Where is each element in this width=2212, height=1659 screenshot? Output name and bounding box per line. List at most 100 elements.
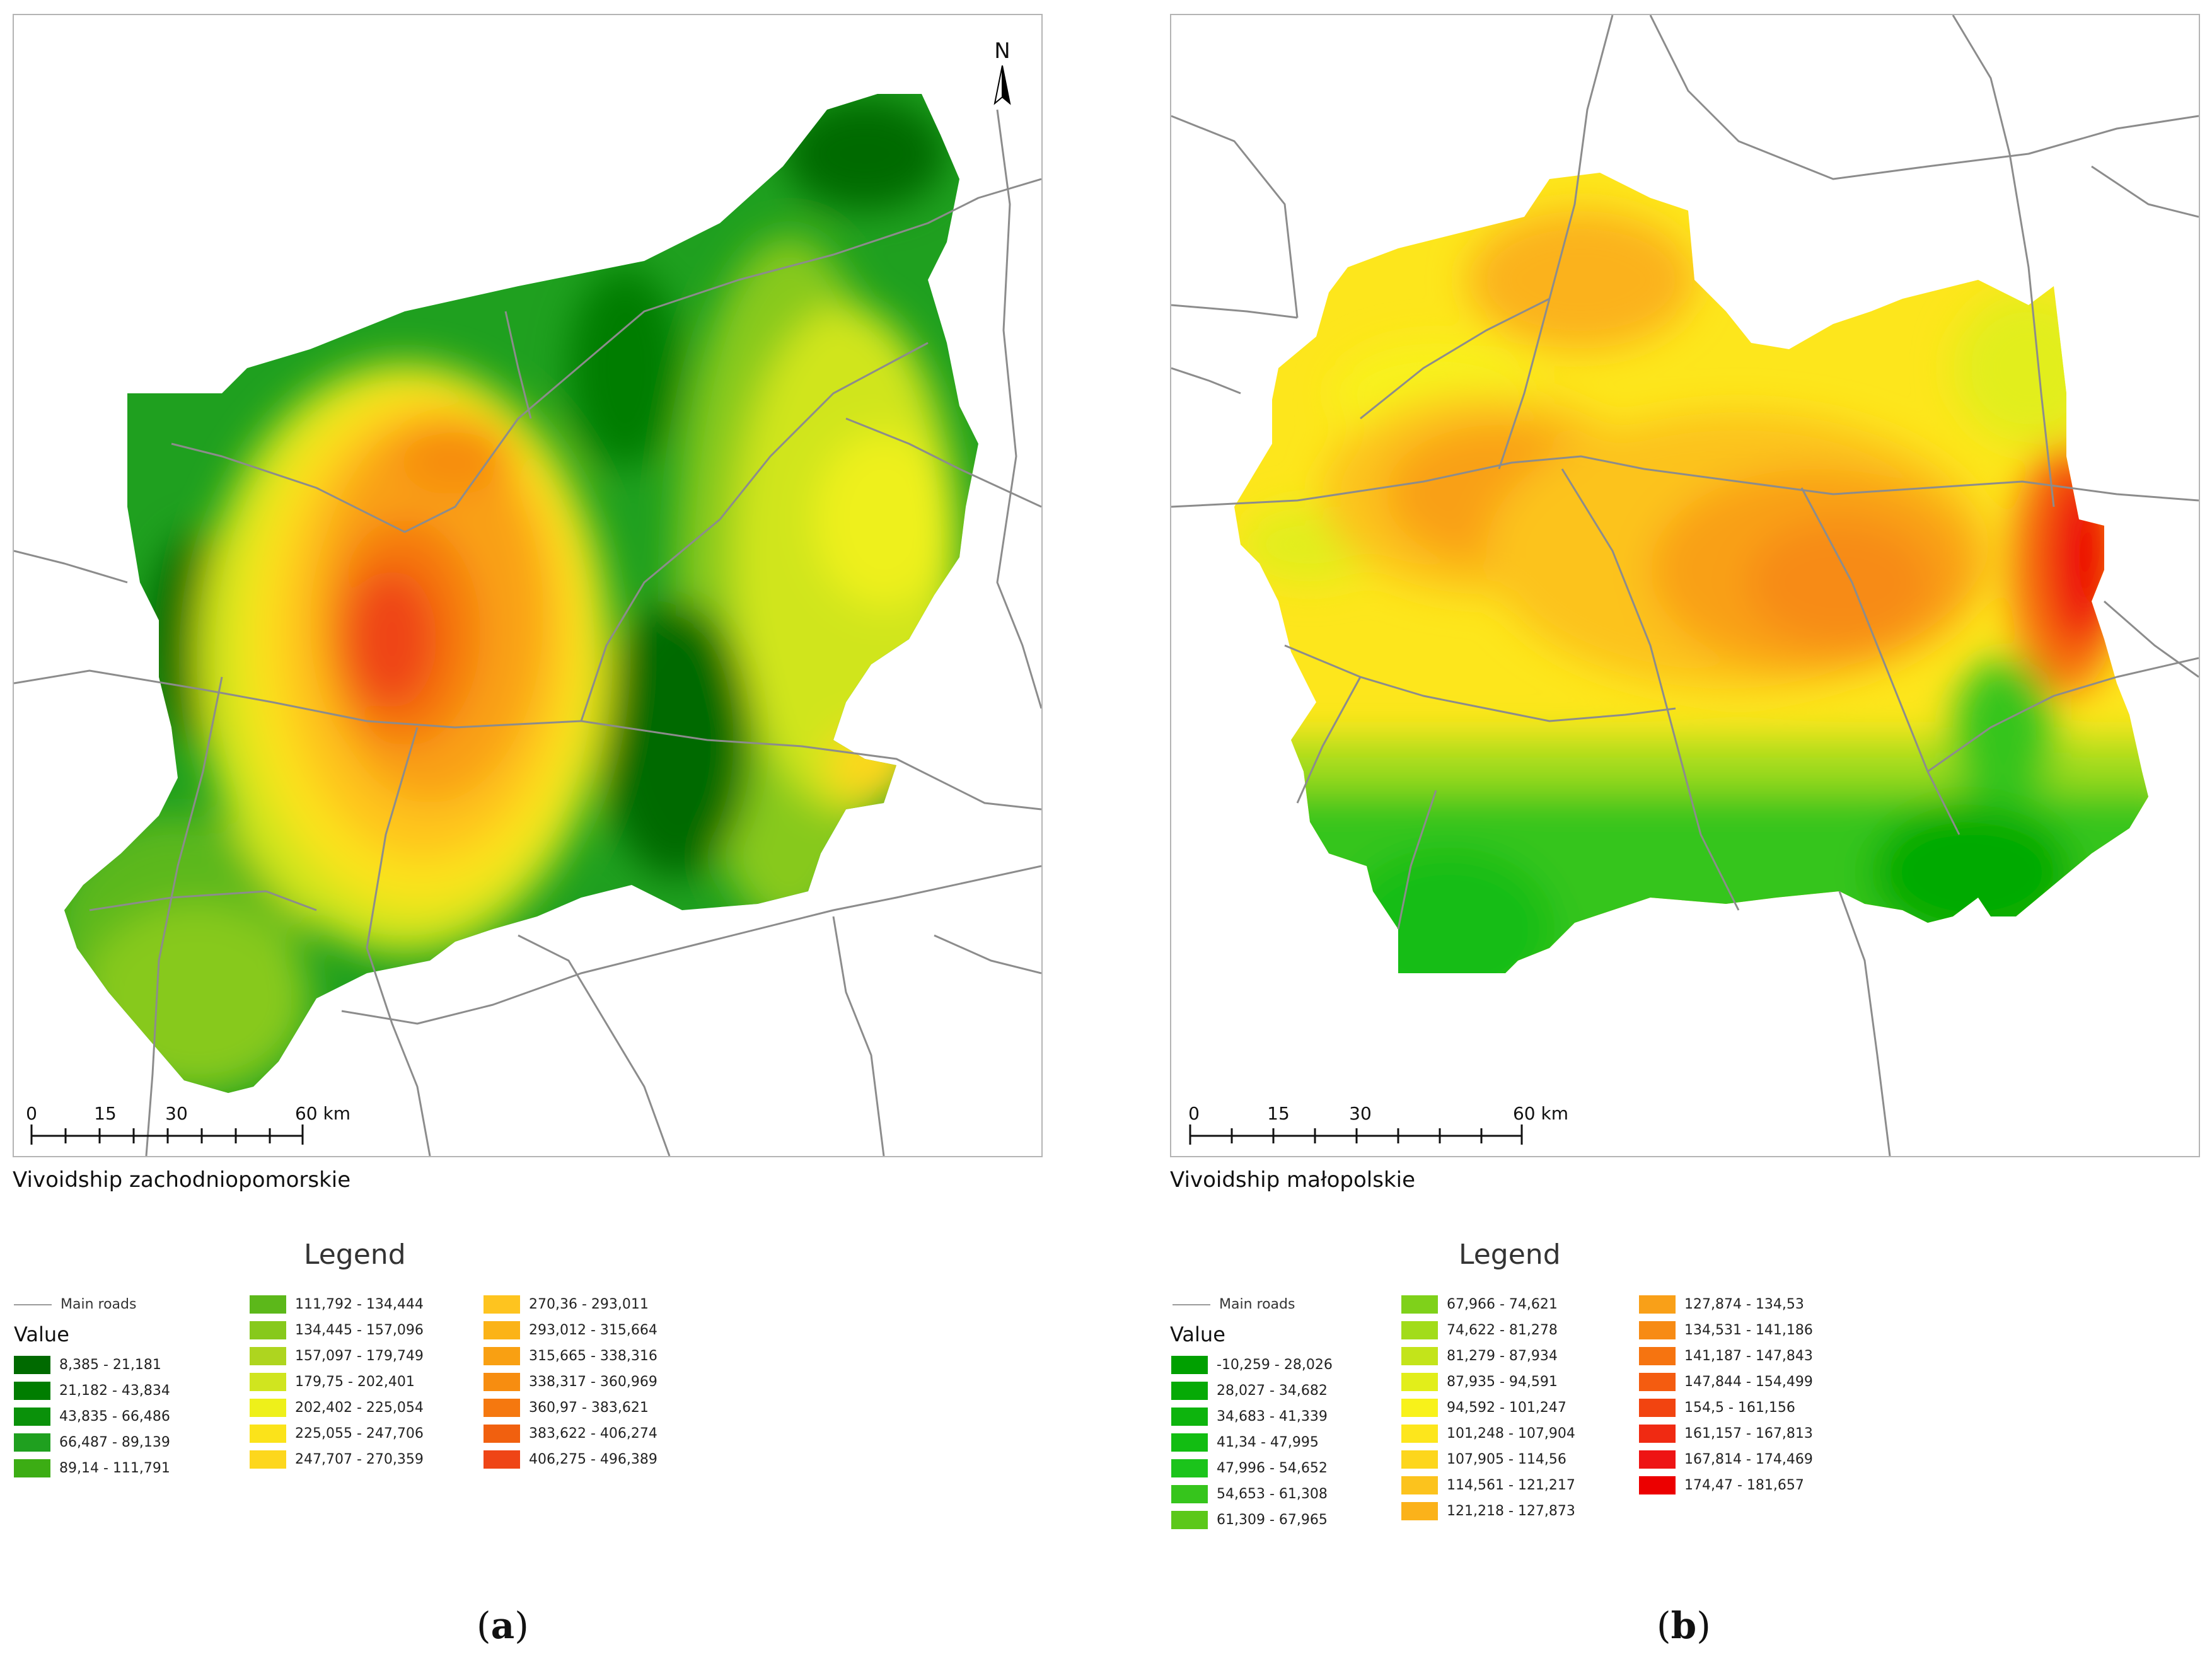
legend-swatch — [1401, 1321, 1438, 1339]
legend-entry: 167,814 - 174,469 — [1639, 1447, 1813, 1472]
main-roads-b — [1171, 15, 2199, 1156]
legend-swatch — [1401, 1450, 1438, 1469]
legend-entry: 61,309 - 67,965 — [1171, 1507, 1333, 1533]
legend-swatch — [1401, 1373, 1438, 1391]
legend-range-label: 154,5 - 161,156 — [1684, 1400, 1795, 1416]
legend-swatch — [14, 1356, 50, 1374]
legend-range-label: 66,487 - 89,139 — [59, 1435, 170, 1450]
legend-swatch — [250, 1450, 286, 1469]
roads-legend-a: Main roads — [14, 1297, 136, 1312]
legend-range-label: 141,187 - 147,843 — [1684, 1348, 1813, 1364]
legend-column-b2: 67,966 - 74,621 74,622 - 81,278 81,279 - 8… — [1401, 1292, 1575, 1524]
legend-swatch — [250, 1373, 286, 1391]
legend-range-label: 43,835 - 66,486 — [59, 1409, 170, 1425]
legend-entry: 141,187 - 147,843 — [1639, 1343, 1813, 1369]
legend-range-label: 8,385 - 21,181 — [59, 1357, 161, 1373]
value-label-b: Value — [1170, 1322, 1225, 1346]
legend-entry: 81,279 - 87,934 — [1401, 1343, 1575, 1369]
north-label: N — [994, 38, 1010, 64]
legend-entry: 94,592 - 101,247 — [1401, 1395, 1575, 1421]
legend-swatch — [250, 1321, 286, 1339]
legend-range-label: 134,445 - 157,096 — [295, 1322, 424, 1338]
legend-range-label: 179,75 - 202,401 — [295, 1374, 415, 1390]
legend-swatch — [1401, 1425, 1438, 1443]
legend-column-b3: 127,874 - 134,53 134,531 - 141,186 141,187… — [1639, 1292, 1813, 1498]
legend-range-label: 41,34 - 47,995 — [1217, 1435, 1319, 1450]
legend-range-label: 28,027 - 34,682 — [1217, 1383, 1328, 1399]
legend-entry: 127,874 - 134,53 — [1639, 1292, 1813, 1317]
legend-entry: 47,996 - 54,652 — [1171, 1455, 1333, 1481]
legend-swatch — [1639, 1476, 1676, 1494]
legend-entry: 134,531 - 141,186 — [1639, 1317, 1813, 1343]
legend-entry: 154,5 - 161,156 — [1639, 1395, 1813, 1421]
legend-swatch — [1401, 1399, 1438, 1417]
legend-swatch — [1401, 1347, 1438, 1365]
legend-range-label: 270,36 - 293,011 — [529, 1297, 649, 1312]
legend-entry: 360,97 - 383,621 — [484, 1395, 657, 1421]
scale-tick-15: 15 — [94, 1103, 117, 1124]
legend-swatch — [1639, 1425, 1676, 1443]
legend-entry: 89,14 - 111,791 — [14, 1455, 170, 1481]
legend-swatch — [14, 1433, 50, 1452]
legend-swatch — [250, 1295, 286, 1314]
legend-range-label: -10,259 - 28,026 — [1217, 1357, 1333, 1373]
panel-label-b: (b) — [1657, 1604, 1711, 1647]
legend-entry: 157,097 - 179,749 — [250, 1343, 424, 1369]
legend-entry: 147,844 - 154,499 — [1639, 1369, 1813, 1395]
legend-range-label: 338,317 - 360,969 — [529, 1374, 657, 1390]
legend-swatch — [14, 1459, 50, 1477]
legend-range-label: 147,844 - 154,499 — [1684, 1374, 1813, 1390]
legend-entry: 41,34 - 47,995 — [1171, 1430, 1333, 1455]
roads-label: Main roads — [61, 1297, 137, 1312]
scale-tick-0: 0 — [1188, 1103, 1200, 1124]
legend-entry: 383,622 - 406,274 — [484, 1421, 657, 1447]
map-malopolskie: 0 15 30 60 km — [1171, 15, 2199, 1156]
legend-entry: 161,157 - 167,813 — [1639, 1421, 1813, 1447]
legend-range-label: 225,055 - 247,706 — [295, 1426, 424, 1442]
roads-label: Main roads — [1219, 1297, 1295, 1312]
legend-range-label: 202,402 - 225,054 — [295, 1400, 424, 1416]
legend-range-label: 47,996 - 54,652 — [1217, 1460, 1328, 1476]
north-arrow: N — [993, 38, 1011, 105]
legend-range-label: 157,097 - 179,749 — [295, 1348, 424, 1364]
legend-range-label: 81,279 - 87,934 — [1447, 1348, 1558, 1364]
legend-swatch — [1171, 1408, 1208, 1426]
scale-tick-15: 15 — [1267, 1103, 1290, 1124]
scale-tick-0: 0 — [26, 1103, 37, 1124]
legend-entry: 107,905 - 114,56 — [1401, 1447, 1575, 1472]
main-roads-a — [14, 109, 1041, 1156]
legend-swatch — [1639, 1321, 1676, 1339]
legend-range-label: 161,157 - 167,813 — [1684, 1426, 1813, 1442]
legend-swatch — [1639, 1450, 1676, 1469]
value-surface-a — [64, 94, 978, 1093]
legend-swatch — [484, 1425, 520, 1443]
legend-range-label: 74,622 - 81,278 — [1447, 1322, 1558, 1338]
legend-range-label: 315,665 - 338,316 — [529, 1348, 657, 1364]
legend-range-label: 167,814 - 174,469 — [1684, 1452, 1813, 1467]
legend-entry: 74,622 - 81,278 — [1401, 1317, 1575, 1343]
legend-entry: 247,707 - 270,359 — [250, 1447, 424, 1472]
legend-range-label: 134,531 - 141,186 — [1684, 1322, 1813, 1338]
legend-entry: 179,75 - 202,401 — [250, 1369, 424, 1395]
legend-swatch — [1171, 1459, 1208, 1477]
legend-title-a: Legend — [304, 1239, 406, 1271]
legend-swatch — [14, 1408, 50, 1426]
road-line-swatch — [14, 1304, 52, 1305]
legend-swatch — [250, 1347, 286, 1365]
legend-range-label: 247,707 - 270,359 — [295, 1452, 424, 1467]
legend-range-label: 121,218 - 127,873 — [1447, 1503, 1575, 1519]
legend-title-b: Legend — [1459, 1239, 1561, 1271]
legend-column-b1: -10,259 - 28,026 28,027 - 34,682 34,683 - … — [1171, 1352, 1333, 1533]
legend-entry: 202,402 - 225,054 — [250, 1395, 424, 1421]
legend-range-label: 114,561 - 121,217 — [1447, 1477, 1575, 1493]
legend-swatch — [1171, 1511, 1208, 1529]
legend-swatch — [1171, 1485, 1208, 1503]
legend-entry: 406,275 - 496,389 — [484, 1447, 657, 1472]
value-surface-b — [1234, 173, 2148, 973]
map-frame-zachodniopomorskie: N 0 15 30 60 km — [13, 14, 1043, 1157]
legend-swatch — [1171, 1356, 1208, 1374]
legend-swatch — [484, 1450, 520, 1469]
legend-range-label: 34,683 - 41,339 — [1217, 1409, 1328, 1425]
legend-entry: 121,218 - 127,873 — [1401, 1498, 1575, 1524]
legend-entry: 111,792 - 134,444 — [250, 1292, 424, 1317]
